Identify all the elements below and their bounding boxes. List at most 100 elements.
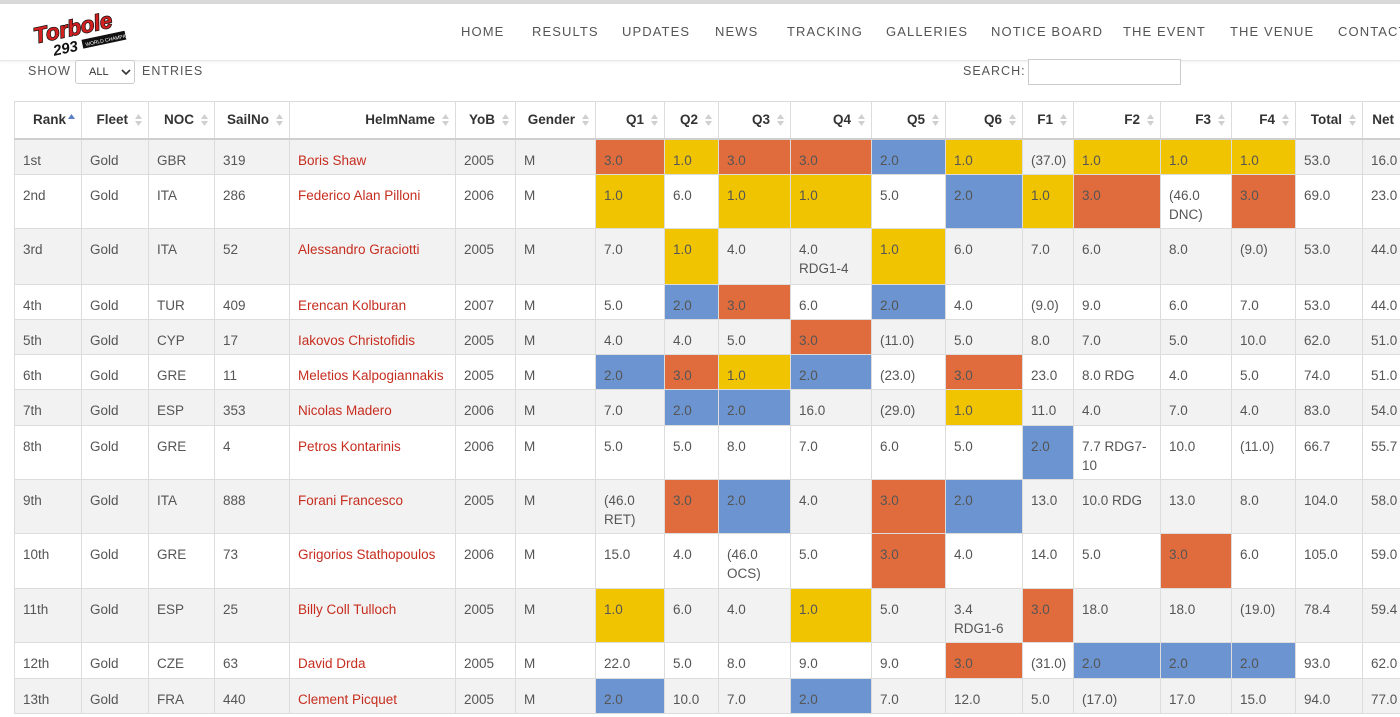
cell-f3: 6.0 — [1160, 283, 1232, 320]
cell-helm[interactable]: Meletios Kalpogiannakis — [289, 353, 456, 390]
column-header-q4[interactable]: Q4 — [790, 101, 872, 140]
cell-gender: M — [515, 138, 596, 175]
cell-f2: 6.0 — [1073, 227, 1161, 285]
cell-f4: 1.0 — [1231, 138, 1296, 175]
cell-helm[interactable]: Forani Francesco — [289, 478, 456, 534]
column-header-noc[interactable]: NOC — [148, 101, 215, 140]
cell-f3: 7.0 — [1160, 388, 1232, 426]
search-input[interactable] — [1028, 59, 1181, 85]
cell-q4: 2.0 — [790, 353, 872, 390]
cell-q3: (46.0 OCS) — [718, 532, 791, 589]
entries-label: ENTRIES — [142, 64, 204, 78]
column-header-q3[interactable]: Q3 — [718, 101, 791, 140]
cell-noc: TUR — [148, 283, 215, 320]
column-header-f2[interactable]: F2 — [1073, 101, 1161, 140]
column-header-net[interactable]: Net — [1362, 101, 1400, 140]
nav-notice-board[interactable]: NOTICE BOARD — [991, 24, 1104, 39]
cell-gender: M — [515, 318, 596, 355]
cell-q3: 5.0 — [718, 318, 791, 355]
column-header-label: Q2 — [679, 112, 698, 127]
cell-f1: (31.0) — [1022, 641, 1074, 679]
cell-yob: 2006 — [455, 532, 516, 589]
column-header-f3[interactable]: F3 — [1160, 101, 1232, 140]
table-row: 5th Gold CYP 17 Iakovos Christofidis 2005 M 4.0… — [14, 318, 1400, 355]
cell-f4: 8.0 — [1231, 478, 1296, 534]
cell-q3: 4.0 — [718, 587, 791, 643]
event-logo[interactable]: Torbole 293 WORLD CHAMPIONSHIPS — [28, 10, 132, 56]
show-label: SHOW — [28, 64, 71, 78]
cell-helm[interactable]: Iakovos Christofidis — [289, 318, 456, 355]
cell-yob: 2005 — [455, 353, 516, 390]
cell-rank: 11th — [14, 587, 82, 643]
cell-helm[interactable]: Erencan Kolburan — [289, 283, 456, 320]
cell-q6: 1.0 — [945, 138, 1023, 175]
nav-updates[interactable]: UPDATES — [622, 24, 691, 39]
cell-q6: 4.0 — [945, 283, 1023, 320]
cell-f1: 13.0 — [1022, 478, 1074, 534]
column-header-gender[interactable]: Gender — [515, 101, 596, 140]
cell-helm[interactable]: Clement Picquet — [289, 677, 456, 714]
nav-contact[interactable]: CONTACT — [1338, 24, 1400, 39]
cell-q6: 3.4 RDG1-6 — [945, 587, 1023, 643]
column-header-total[interactable]: Total — [1295, 101, 1363, 140]
cell-f1: 3.0 — [1022, 587, 1074, 643]
cell-q2: 4.0 — [664, 318, 719, 355]
cell-helm[interactable]: Federico Alan Pilloni — [289, 173, 456, 229]
column-header-q6[interactable]: Q6 — [945, 101, 1023, 140]
sort-ascending-icon — [68, 114, 75, 119]
cell-q1: 2.0 — [595, 353, 665, 390]
cell-noc: GBR — [148, 138, 215, 175]
cell-net: 55.7 — [1362, 424, 1400, 480]
cell-sail: 11 — [214, 353, 290, 390]
cell-f4: 6.0 — [1231, 532, 1296, 589]
cell-total: 53.0 — [1295, 138, 1363, 175]
cell-helm[interactable]: David Drda — [289, 641, 456, 679]
cell-f4: (11.0) — [1231, 424, 1296, 480]
cell-f3: (46.0 DNC) — [1160, 173, 1232, 229]
nav-news[interactable]: NEWS — [715, 24, 759, 39]
cell-rank: 1st — [14, 138, 82, 175]
column-header-label: Q3 — [751, 112, 770, 127]
column-header-f1[interactable]: F1 — [1022, 101, 1074, 140]
sort-both-icon — [858, 114, 865, 126]
nav-the-event[interactable]: THE EVENT — [1123, 24, 1206, 39]
cell-q2: 4.0 — [664, 532, 719, 589]
column-header-helmname[interactable]: HelmName — [289, 101, 456, 140]
column-header-rank[interactable]: Rank — [14, 101, 82, 140]
cell-helm[interactable]: Nicolas Madero — [289, 388, 456, 426]
column-header-yob[interactable]: YoB — [455, 101, 516, 140]
entries-select[interactable]: ALL — [75, 60, 135, 84]
column-header-f4[interactable]: F4 — [1231, 101, 1296, 140]
cell-q5: 5.0 — [871, 173, 946, 229]
sort-both-icon — [1282, 114, 1289, 126]
nav-the-venue[interactable]: THE VENUE — [1230, 24, 1315, 39]
column-header-q5[interactable]: Q5 — [871, 101, 946, 140]
column-header-q1[interactable]: Q1 — [595, 101, 665, 140]
cell-yob: 2005 — [455, 478, 516, 534]
cell-helm[interactable]: Billy Coll Tulloch — [289, 587, 456, 643]
cell-q2: 6.0 — [664, 587, 719, 643]
cell-f1: 2.0 — [1022, 424, 1074, 480]
cell-gender: M — [515, 532, 596, 589]
main-nav: HOME RESULTS UPDATES NEWS TRACKING GALLE… — [0, 4, 1400, 60]
cell-helm[interactable]: Boris Shaw — [289, 138, 456, 175]
nav-home[interactable]: HOME — [461, 24, 505, 39]
column-header-sailno[interactable]: SailNo — [214, 101, 290, 140]
cell-helm[interactable]: Alessandro Graciotti — [289, 227, 456, 285]
cell-helm[interactable]: Petros Kontarinis — [289, 424, 456, 480]
cell-helm[interactable]: Grigorios Stathopoulos — [289, 532, 456, 589]
cell-noc: CYP — [148, 318, 215, 355]
nav-tracking[interactable]: TRACKING — [787, 24, 863, 39]
cell-q5: 6.0 — [871, 424, 946, 480]
column-header-fleet[interactable]: Fleet — [81, 101, 149, 140]
nav-galleries[interactable]: GALLERIES — [886, 24, 969, 39]
column-header-label: Gender — [527, 112, 575, 127]
cell-total: 94.0 — [1295, 677, 1363, 714]
cell-f2: 9.0 — [1073, 283, 1161, 320]
cell-f3: 4.0 — [1160, 353, 1232, 390]
nav-results[interactable]: RESULTS — [532, 24, 599, 39]
column-header-q2[interactable]: Q2 — [664, 101, 719, 140]
cell-gender: M — [515, 677, 596, 714]
cell-rank: 12th — [14, 641, 82, 679]
cell-yob: 2005 — [455, 318, 516, 355]
